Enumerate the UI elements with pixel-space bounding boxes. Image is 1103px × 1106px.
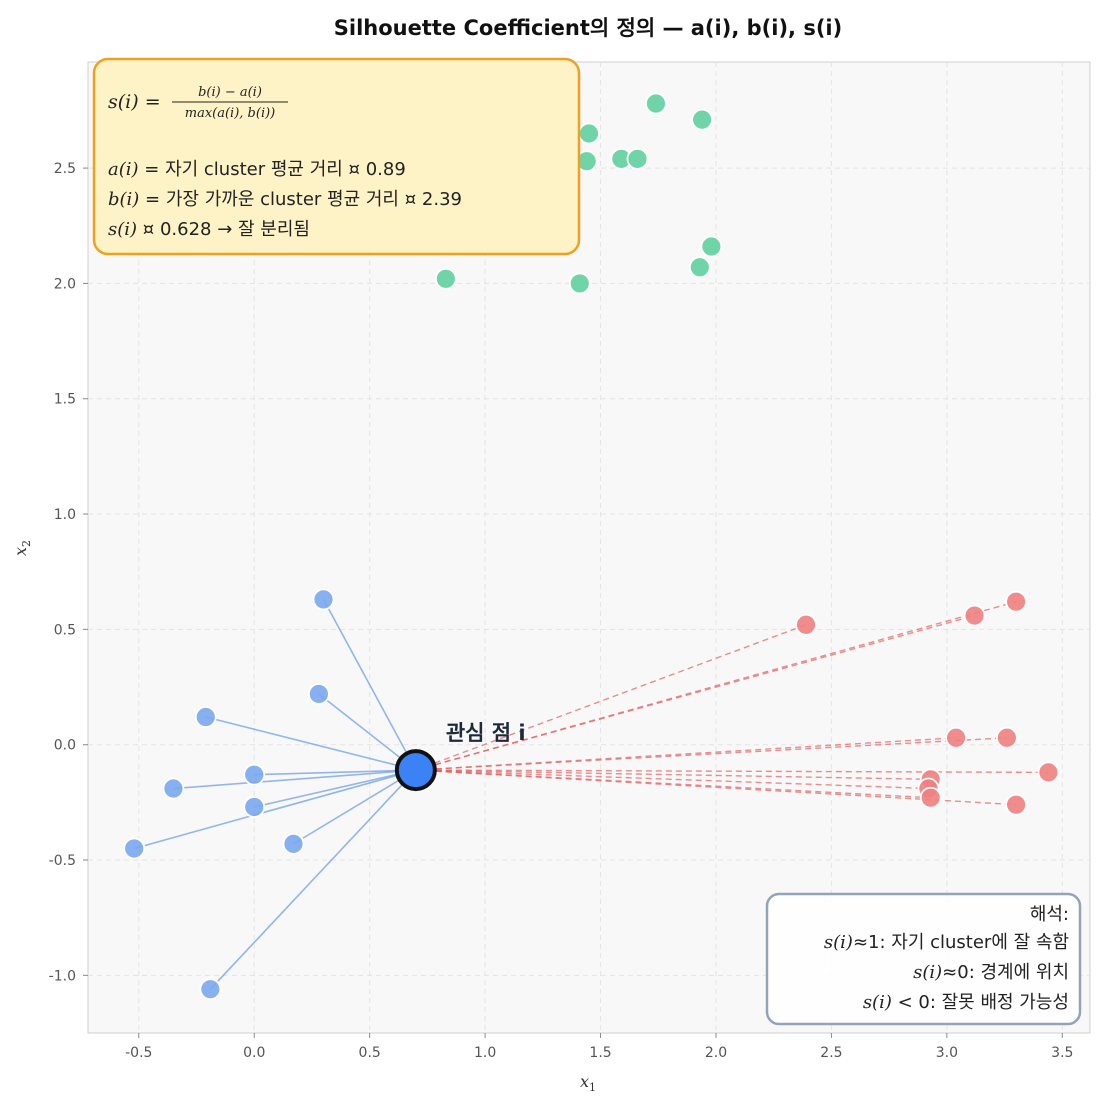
formula-line-a: a(i) = 자기 cluster 평균 거리 ¤ 0.89: [108, 159, 406, 180]
point-i-label: 관심 점 i: [446, 721, 526, 745]
own-cluster-distance-line: [254, 769, 417, 808]
nearest-cluster-point: [945, 726, 967, 749]
x-axis-label: x1: [580, 1072, 596, 1094]
far-cluster-point: [434, 267, 457, 290]
y-tick-label: 2.0: [54, 276, 76, 292]
interp-line-3: s(i) < 0: 잘못 배정 가능성: [863, 992, 1069, 1013]
x-tick-label: 1.5: [589, 1045, 611, 1061]
interpretation-box: 해석: s(i)≈1: 자기 cluster에 잘 속함 s(i)≈0: 경계에…: [765, 892, 1082, 1026]
nearest-cluster-point: [1037, 761, 1060, 784]
own-cluster-distance-line: [205, 716, 417, 771]
y-tick-label: 2.5: [54, 161, 76, 177]
own-cluster-distance-line: [293, 769, 417, 845]
x-tick-label: 3.5: [1051, 1045, 1073, 1061]
own-cluster-distance-line: [209, 769, 417, 990]
nearest-cluster-distance-line: [415, 769, 929, 790]
y-tick-label: 1.5: [54, 392, 76, 408]
interp-line-1: s(i)≈1: 자기 cluster에 잘 속함: [824, 932, 1069, 953]
far-cluster-point: [688, 256, 711, 279]
own-cluster-point: [162, 777, 185, 800]
own-cluster-distance-line: [133, 769, 417, 850]
x-tick-label: 3.0: [936, 1045, 958, 1061]
nearest-cluster-distance-line: [415, 769, 1017, 806]
y-tick-label: -1.0: [49, 968, 76, 984]
nearest-cluster-point: [795, 613, 817, 636]
own-cluster-point: [243, 763, 266, 786]
y-tick-label: 0.5: [54, 622, 76, 638]
own-cluster-point: [312, 588, 335, 611]
x-axis-ticks: -0.5 0.0 0.5 1.0 1.5 2.0 2.5 3.0 3.5: [125, 1033, 1073, 1061]
chart-title: Silhouette Coefficient의 정의 — a(i), b(i),…: [334, 16, 842, 40]
x-tick-label: 2.5: [820, 1045, 842, 1061]
nearest-cluster-point: [963, 604, 986, 627]
own-cluster-point: [199, 978, 222, 1001]
y-tick-label: 0.0: [54, 738, 76, 754]
own-cluster-distance-line: [173, 769, 416, 790]
far-cluster-point: [700, 235, 723, 258]
own-cluster-point: [282, 832, 305, 855]
nearest-cluster-point: [1005, 590, 1028, 613]
far-cluster-point: [691, 108, 714, 131]
point-i-marker: [394, 749, 437, 792]
y-axis-ticks: -1.0 -0.5 0.0 0.5 1.0 1.5 2.0 2.5: [49, 161, 88, 984]
own-cluster-point: [123, 837, 146, 860]
formula-line-s: s(i) ¤ 0.628 → 잘 분리됨: [108, 219, 310, 240]
y-axis-label: x2: [11, 540, 33, 556]
nearest-cluster-distance-line: [415, 601, 1017, 771]
nearest-cluster-point: [919, 786, 942, 809]
formula-lhs: s(i) =: [108, 91, 161, 113]
interp-line-2: s(i)≈0: 경계에 위치: [913, 962, 1069, 983]
x-tick-label: 0.5: [359, 1045, 381, 1061]
own-cluster-point: [307, 683, 330, 705]
far-cluster-point: [568, 272, 591, 295]
x-tick-label: 1.0: [474, 1045, 496, 1061]
far-cluster-point: [578, 122, 600, 145]
x-tick-label: 2.0: [705, 1045, 727, 1061]
own-cluster-distance-line: [254, 769, 416, 776]
nearest-cluster-distance-line: [415, 769, 931, 780]
y-tick-label: 1.0: [54, 507, 76, 523]
formula-denominator: max(a(i), b(i)): [185, 106, 276, 121]
nearest-cluster-distance-line: [415, 614, 975, 771]
nearest-cluster-distance-line: [415, 769, 1049, 774]
own-cluster-point: [194, 706, 217, 728]
far-cluster-point: [645, 92, 667, 115]
interp-heading: 해석:: [1030, 904, 1069, 925]
nearest-cluster-point: [995, 726, 1018, 749]
formula-numerator: b(i) − a(i): [198, 85, 262, 100]
formula-line-b: b(i) = 가장 가까운 cluster 평균 거리 ¤ 2.39: [108, 189, 462, 210]
distance-lines: [133, 599, 1049, 990]
nearest-cluster-point: [1005, 793, 1028, 816]
far-cluster-point: [626, 147, 649, 170]
x-tick-label: 0.0: [243, 1045, 265, 1061]
formula-box: s(i) = b(i) − a(i) max(a(i), b(i)) a(i) …: [92, 57, 581, 256]
nearest-cluster-distance-line: [415, 737, 1007, 771]
y-tick-label: -0.5: [49, 853, 76, 869]
data-points: [123, 92, 1060, 1001]
x-tick-label: -0.5: [125, 1045, 152, 1061]
own-cluster-distance-line: [322, 599, 417, 771]
own-cluster-point: [243, 796, 266, 818]
